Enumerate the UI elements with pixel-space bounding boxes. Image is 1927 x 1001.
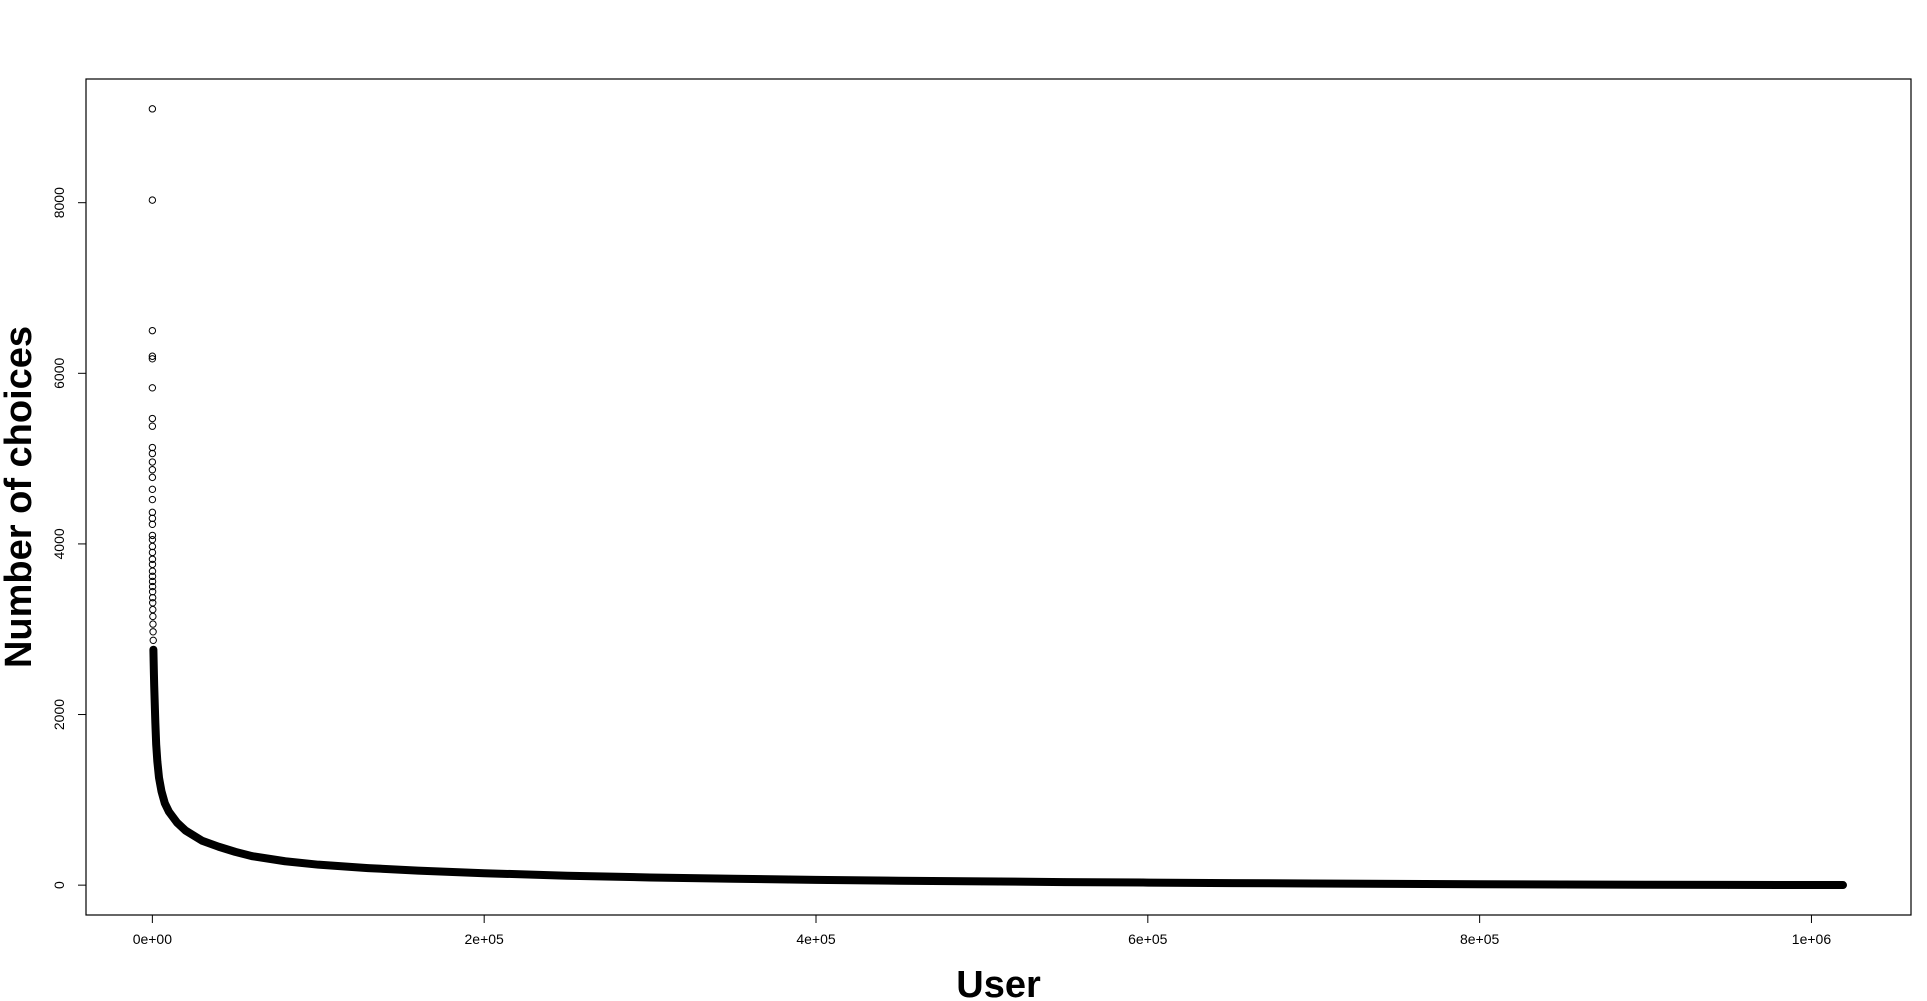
x-axis: 0e+00 2e+05 4e+05 6e+05 8e+05 1e+06 <box>133 914 1832 947</box>
data-point <box>148 508 157 517</box>
data-point <box>148 577 157 586</box>
data-point <box>148 414 157 423</box>
data-point <box>148 593 157 602</box>
data-point <box>148 422 157 430</box>
data-point <box>148 514 157 523</box>
y-axis-title: Number of choices <box>0 326 40 668</box>
data-point <box>148 326 157 335</box>
data-point <box>149 620 157 628</box>
y-tick-label: 4000 <box>51 528 67 559</box>
data-point <box>148 384 157 392</box>
x-tick-label: 2e+05 <box>465 931 505 947</box>
data-point <box>148 542 157 551</box>
y-tick-label: 2000 <box>51 699 67 730</box>
x-tick-label: 8e+05 <box>1460 931 1500 947</box>
data-point <box>148 449 157 458</box>
x-tick-label: 6e+05 <box>1128 931 1168 947</box>
data-point <box>148 520 157 528</box>
data-point <box>148 535 157 544</box>
data-point <box>148 495 157 504</box>
data-point-band <box>149 645 1847 890</box>
data-point <box>148 567 157 575</box>
x-tick-label: 1e+06 <box>1792 931 1832 947</box>
x-tick-label: 4e+05 <box>796 931 836 947</box>
data-point <box>148 458 157 466</box>
data-point <box>148 355 157 363</box>
data-point <box>148 582 157 591</box>
plot-frame <box>85 78 1912 916</box>
data-point <box>148 485 157 494</box>
y-axis: 0 2000 4000 6000 8000 <box>51 187 87 889</box>
data-point <box>149 612 157 621</box>
data-point <box>148 352 157 360</box>
data-point <box>148 473 157 482</box>
data-point <box>148 531 157 540</box>
data-point <box>148 196 157 204</box>
y-tick-label: 6000 <box>51 358 67 389</box>
data-point <box>148 555 157 563</box>
data-point <box>148 443 157 452</box>
data-point <box>148 105 157 113</box>
data-point <box>148 548 157 557</box>
data-point <box>149 628 157 636</box>
y-tick-label: 0 <box>51 881 67 889</box>
data-point <box>148 466 157 474</box>
data-point <box>149 636 157 645</box>
x-tick-label: 0e+00 <box>133 931 173 947</box>
x-axis-title: User <box>956 964 1041 1001</box>
y-tick-label: 8000 <box>51 187 67 218</box>
data-point <box>149 605 157 614</box>
data-points <box>148 105 1847 890</box>
data-point <box>148 572 157 581</box>
